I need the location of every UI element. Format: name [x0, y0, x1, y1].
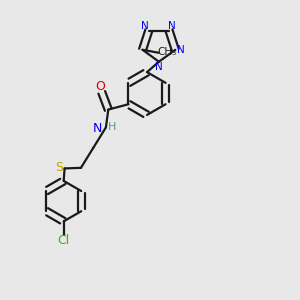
Text: N: N [93, 122, 102, 134]
Text: Cl: Cl [58, 234, 70, 247]
Text: N: N [141, 21, 149, 31]
Text: H: H [108, 122, 117, 132]
Text: N: N [155, 62, 163, 72]
Text: CH₃: CH₃ [158, 47, 177, 57]
Text: N: N [168, 21, 176, 31]
Text: O: O [95, 80, 105, 94]
Text: N: N [177, 45, 184, 55]
Text: S: S [55, 161, 63, 174]
